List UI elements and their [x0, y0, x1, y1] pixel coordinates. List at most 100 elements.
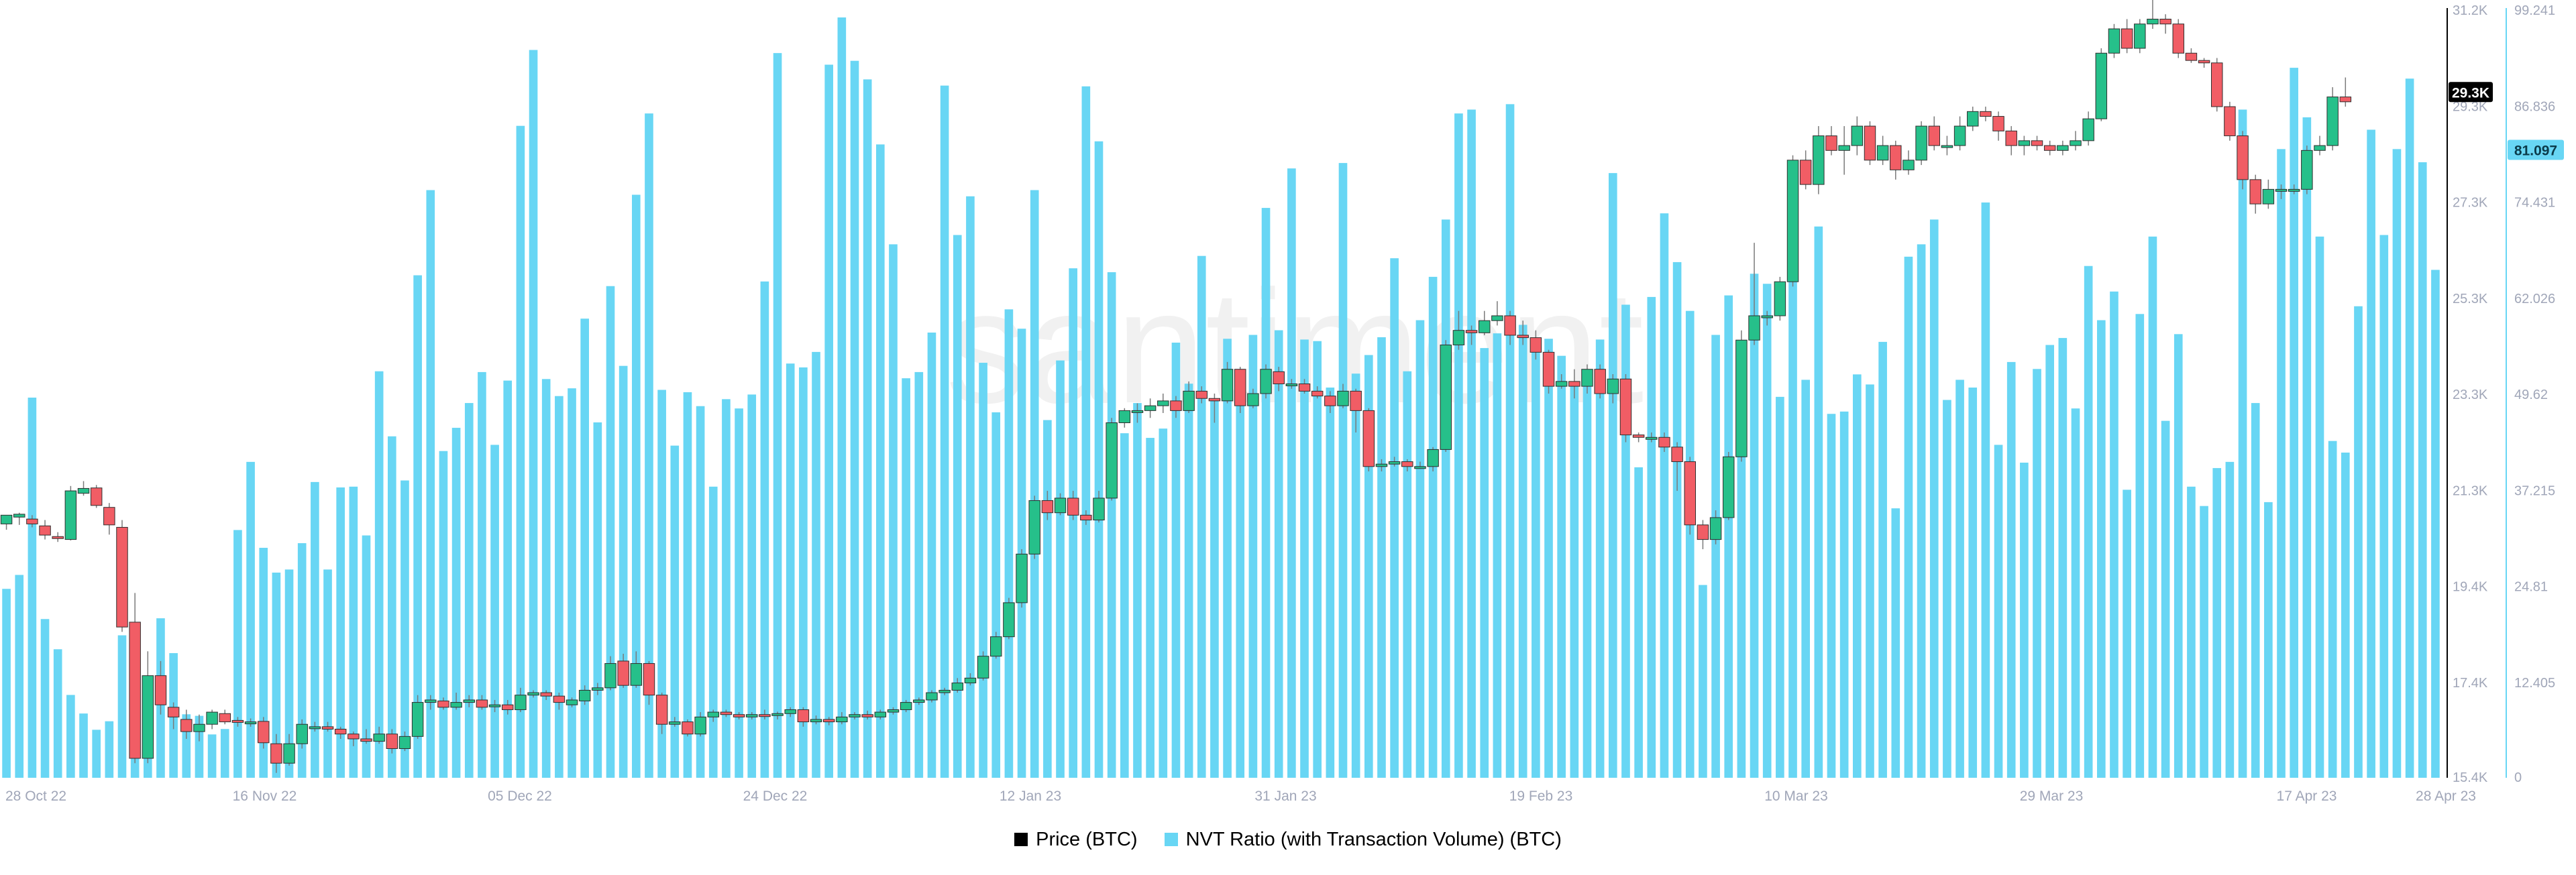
- price-candle: [1594, 364, 1606, 399]
- price-candle: [1285, 379, 1298, 389]
- nvt-bar: [541, 379, 551, 778]
- price-axis-tick-label: 29.3K: [2453, 99, 2488, 114]
- x-axis-tick-label: 17 Apr 23: [2277, 789, 2337, 804]
- candle-body: [116, 526, 128, 628]
- candle-body: [270, 743, 282, 764]
- price-candle: [463, 695, 476, 707]
- candle-body: [566, 699, 578, 705]
- candle-body: [655, 695, 668, 725]
- candle-body: [64, 490, 77, 540]
- price-candle: [450, 693, 462, 710]
- price-axis-ticks: 31.2K 29.3K 27.3K 25.3K 23.3K 21.3K 19.4K 17.4K…: [2453, 3, 2488, 785]
- nvt-bar: [464, 403, 474, 778]
- nvt-bar: [2251, 403, 2260, 778]
- price-candle: [1041, 491, 1054, 520]
- nvt-bar: [311, 481, 319, 778]
- price-candle: [527, 690, 539, 698]
- legend-item-price[interactable]: Price (BTC): [1014, 829, 1138, 851]
- candle-body: [1517, 335, 1529, 339]
- price-candle: [1542, 349, 1555, 394]
- price-candle: [849, 712, 861, 719]
- candle-body: [2224, 106, 2236, 137]
- candle-body: [2326, 97, 2339, 146]
- nvt-bar: [1454, 113, 1463, 778]
- candle-body: [951, 683, 964, 691]
- nvt-bar: [593, 422, 602, 778]
- nvt-bar: [824, 64, 833, 778]
- price-candle: [1234, 367, 1246, 414]
- price-candle: [77, 481, 90, 496]
- nvt-bar: [863, 79, 872, 778]
- nvt-bar: [2033, 369, 2041, 778]
- price-candle: [1054, 493, 1067, 516]
- x-axis-tick-label: 28 Oct 22: [5, 789, 66, 804]
- candle-body: [926, 692, 938, 701]
- candle-body: [643, 663, 655, 696]
- candle-body: [2095, 52, 2108, 119]
- nvt-bar: [2277, 149, 2286, 778]
- price-candle: [746, 712, 758, 719]
- candle-body: [2018, 140, 2031, 146]
- candle-body: [810, 719, 822, 723]
- nvt-bar: [991, 412, 1001, 778]
- nvt-bar: [812, 351, 820, 778]
- candle-body: [1337, 390, 1349, 406]
- price-candle: [373, 726, 385, 744]
- price-candle: [103, 503, 115, 535]
- price-candle: [1491, 301, 1503, 326]
- nvt-bar: [53, 649, 62, 778]
- nvt-bar: [799, 367, 808, 778]
- nvt-bar: [529, 50, 538, 778]
- price-candle: [1427, 447, 1439, 472]
- price-candle: [1465, 325, 1478, 345]
- price-candle: [1671, 442, 1683, 491]
- price-candle: [1684, 457, 1697, 535]
- price-candle: [167, 702, 180, 730]
- price-candle: [52, 532, 64, 542]
- candle-body: [1208, 398, 1221, 402]
- nvt-bar: [1236, 398, 1245, 778]
- candle-body: [1144, 405, 1157, 411]
- price-candle: [2018, 135, 2031, 156]
- nvt-axis-tick-label: 0: [2514, 770, 2522, 785]
- candle-body: [1221, 369, 1234, 402]
- price-candle: [1838, 126, 1850, 175]
- nvt-badge-label: 81.097: [2514, 143, 2557, 159]
- price-candle: [283, 734, 295, 766]
- candle-body: [296, 723, 308, 744]
- price-candle: [2159, 14, 2171, 34]
- candle-body: [1067, 498, 1079, 516]
- nvt-bar: [966, 196, 975, 778]
- candle-body: [2288, 188, 2300, 192]
- nvt-bar: [657, 390, 666, 778]
- nvt-bar: [1544, 339, 1553, 778]
- candle-body: [1028, 500, 1040, 555]
- candle-body: [2121, 28, 2133, 49]
- price-candle: [566, 697, 578, 707]
- nvt-bar: [1390, 258, 1399, 778]
- price-candle: [1735, 330, 1748, 462]
- price-candle: [669, 717, 681, 727]
- price-candle: [142, 651, 154, 764]
- nvt-bar: [1210, 400, 1219, 778]
- candle-body: [425, 699, 437, 703]
- nvt-bar: [1827, 414, 1836, 778]
- x-axis-tick-label: 12 Jan 23: [1000, 789, 1061, 804]
- candle-body: [874, 711, 887, 717]
- nvt-bar: [1505, 104, 1515, 778]
- candle-body: [1671, 447, 1683, 463]
- legend-item-nvt[interactable]: NVT Ratio (with Transaction Volume) (BTC…: [1164, 829, 1562, 851]
- candle-body: [1311, 390, 1324, 397]
- nvt-bar: [2302, 117, 2312, 778]
- nvt-bar: [1184, 384, 1193, 778]
- price-candle-series: [0, 0, 2352, 773]
- candle-body: [258, 721, 270, 744]
- candle-body: [1504, 315, 1516, 336]
- candle-body: [488, 704, 501, 707]
- price-candle: [1825, 126, 1837, 156]
- nvt-bar: [606, 286, 615, 778]
- price-candle: [1362, 408, 1375, 472]
- price-candle: [771, 711, 784, 719]
- candle-body: [1890, 145, 1902, 170]
